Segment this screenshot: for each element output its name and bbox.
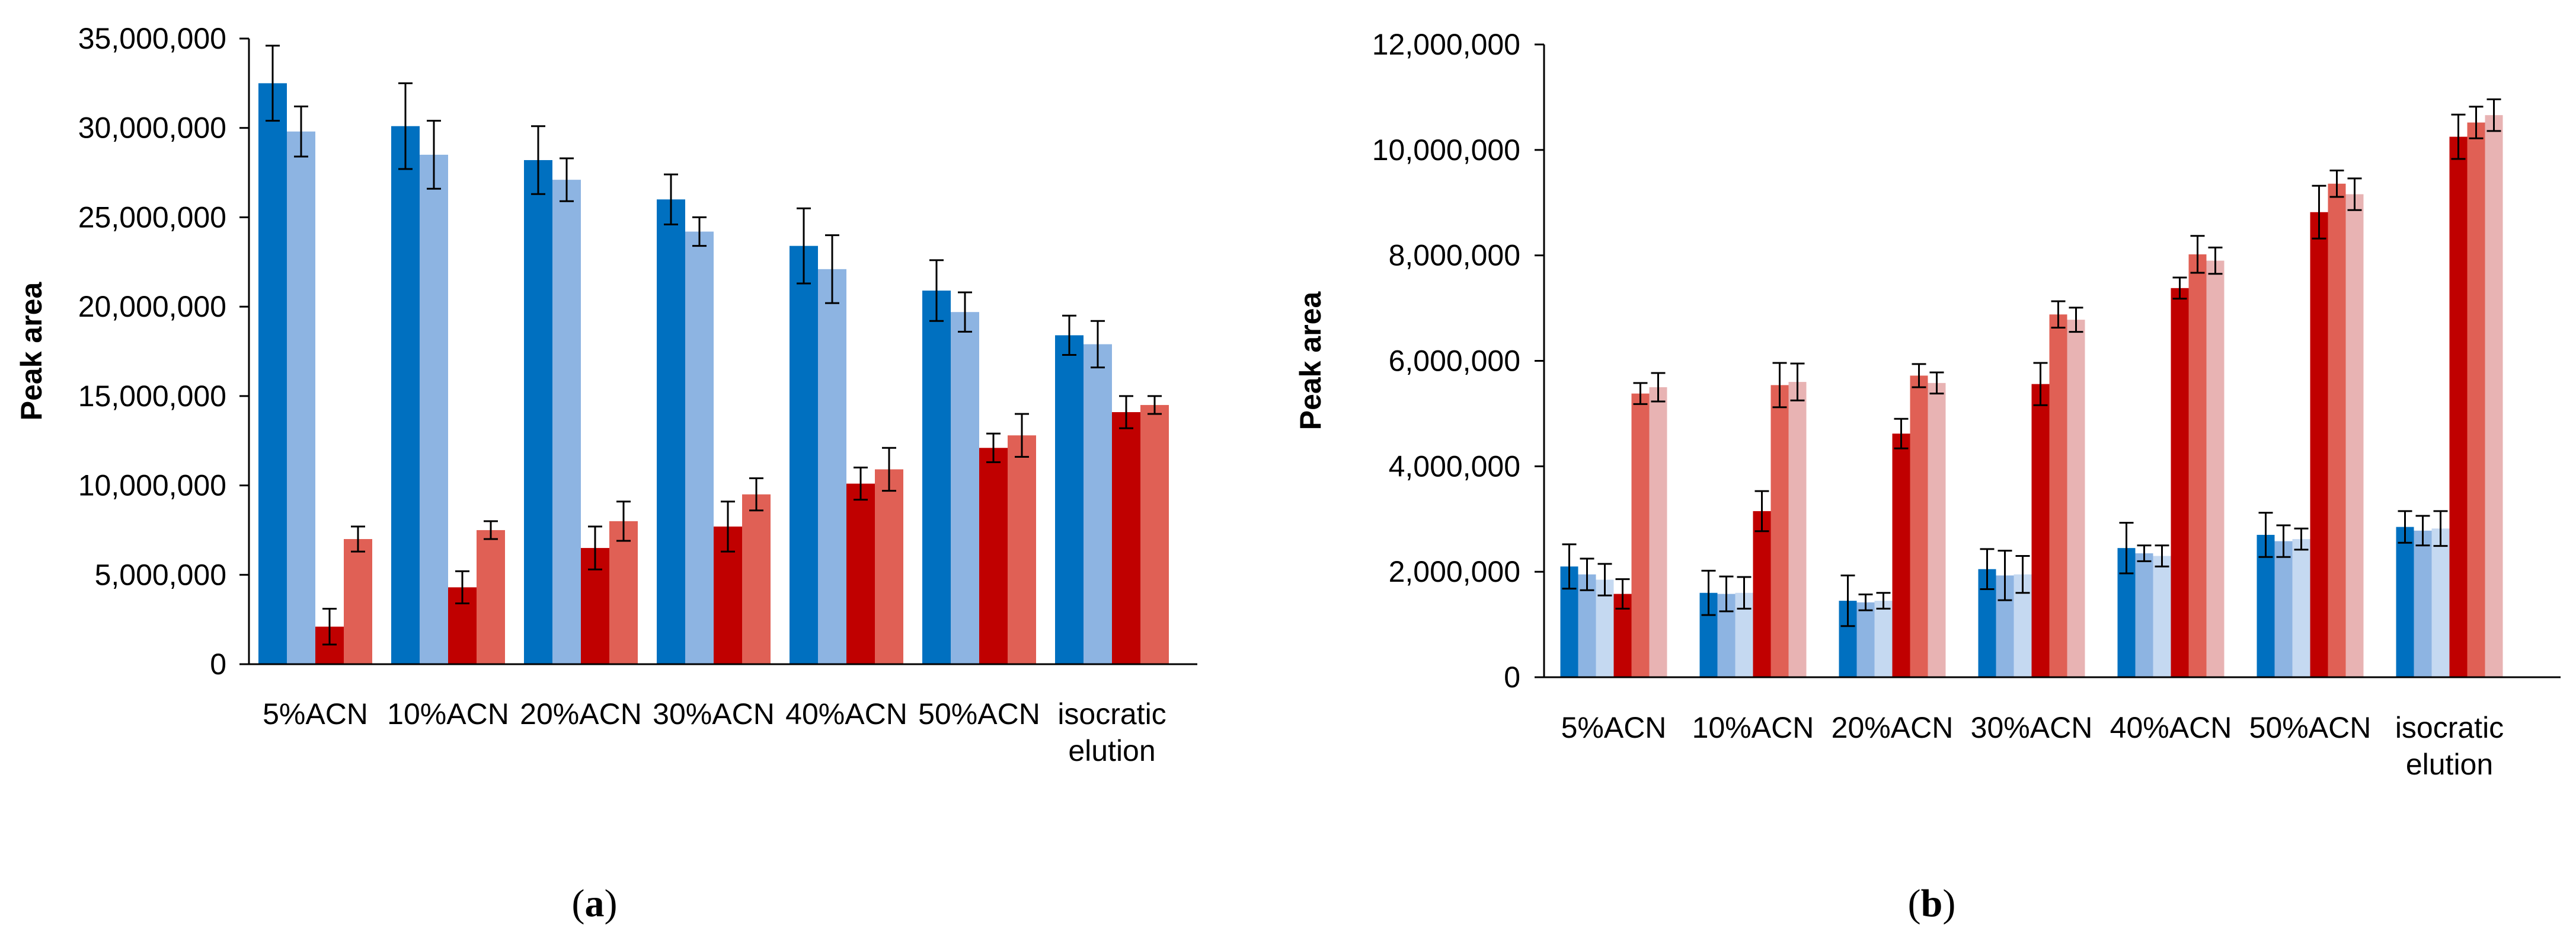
bar [818, 269, 846, 664]
bar [1788, 382, 1807, 677]
x-category-label: isocratic [1057, 697, 1166, 731]
bar [846, 483, 875, 664]
caption-b: (b) [1908, 882, 1956, 925]
bar [2414, 530, 2432, 677]
x-category-label: 30%ACN [1971, 711, 2093, 744]
x-category-label: 5%ACN [1561, 711, 1667, 744]
bar [477, 530, 505, 664]
bar [258, 83, 287, 664]
bar [657, 199, 685, 664]
bar [1055, 335, 1084, 664]
chart-panel-a: 0 5,000,000 10,000,000 15,000,000 20,000,000… [15, 22, 1197, 767]
x-category-label: elution [2406, 748, 2493, 781]
bar [609, 521, 638, 664]
bar [1753, 511, 1771, 677]
bar [1140, 404, 1169, 664]
bar [875, 469, 903, 664]
caption-b-letter: b [1921, 882, 1943, 925]
bar [1008, 435, 1036, 664]
x-category-label: 40%ACN [785, 697, 907, 731]
bar [2449, 136, 2468, 677]
y-axis-title: Peak area [1294, 291, 1327, 431]
bar [2310, 212, 2328, 677]
caption-a-letter: a [585, 882, 605, 925]
bar [1770, 385, 1789, 677]
bar [1910, 375, 1928, 677]
y-tick-label: 4,000,000 [1389, 450, 1520, 483]
x-category-label: 50%ACN [918, 697, 1040, 731]
y-tick-label: 6,000,000 [1389, 345, 1520, 378]
bar [391, 126, 420, 664]
bar [287, 131, 315, 664]
y-axis-title: Peak area [15, 282, 48, 421]
bar [1874, 601, 1893, 677]
bar [1856, 602, 1875, 677]
y-tick-label: 5,000,000 [95, 558, 226, 591]
bar [1631, 393, 1650, 677]
y-tick-label: 30,000,000 [78, 111, 226, 145]
bar [2049, 314, 2067, 677]
bar [951, 312, 979, 664]
bar [552, 180, 581, 665]
x-category-label: 50%ACN [2249, 711, 2372, 744]
bar [2467, 122, 2485, 677]
y-tick-label: 35,000,000 [78, 22, 226, 55]
bar [1084, 344, 1112, 664]
bar [1649, 387, 1667, 677]
bar [1578, 574, 1596, 677]
x-category-label: 30%ACN [653, 697, 775, 731]
bar [2345, 194, 2364, 678]
y-tick-label: 12,000,000 [1372, 28, 1520, 61]
bar [1928, 382, 1946, 677]
bar [1112, 412, 1140, 664]
x-category-label: isocratic [2395, 711, 2504, 744]
x-category-label: 10%ACN [1692, 711, 1814, 744]
bar [2396, 527, 2414, 677]
y-tick-label: 20,000,000 [78, 290, 226, 323]
y-tick-label: 0 [1504, 661, 1520, 694]
bar [344, 539, 372, 664]
bar [2292, 539, 2310, 677]
bar [2485, 115, 2503, 678]
bar [790, 246, 818, 665]
bar [2031, 384, 2050, 677]
bar [1892, 433, 1910, 677]
y-tick-label: 2,000,000 [1389, 555, 1520, 588]
bar [420, 154, 448, 664]
bar [524, 160, 552, 664]
y-tick-label: 8,000,000 [1389, 239, 1520, 272]
bar [2171, 288, 2189, 677]
y-tick-label: 0 [210, 648, 226, 681]
x-category-label: 5%ACN [263, 697, 368, 731]
bar [2274, 541, 2293, 677]
y-tick-label: 10,000,000 [78, 469, 226, 502]
y-tick-label: 10,000,000 [1372, 133, 1520, 167]
x-category-label: 20%ACN [520, 697, 642, 731]
bar [2067, 320, 2085, 677]
caption-a: (a) [572, 882, 618, 925]
x-category-label: 20%ACN [1832, 711, 1954, 744]
bar [2328, 183, 2346, 677]
x-category-label: elution [1068, 734, 1155, 767]
bar [685, 231, 714, 664]
bar [2257, 534, 2275, 677]
y-tick-label: 25,000,000 [78, 200, 226, 234]
bar [2431, 528, 2450, 677]
y-tick-label: 15,000,000 [78, 380, 226, 413]
bar [2153, 556, 2171, 677]
x-category-label: 10%ACN [387, 697, 509, 731]
bar [742, 494, 771, 664]
bar [979, 448, 1008, 664]
bar [2206, 260, 2225, 677]
bar [2135, 553, 2153, 677]
x-category-label: 40%ACN [2110, 711, 2232, 744]
bar [922, 291, 951, 664]
chart-panel-b: 0 2,000,000 4,000,000 6,000,000 8,000,000 10,… [1294, 28, 2561, 781]
bar [2188, 254, 2207, 678]
